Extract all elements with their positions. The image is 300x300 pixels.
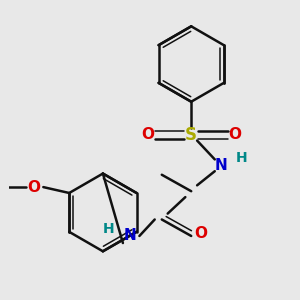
Text: H: H xyxy=(236,151,248,165)
Text: O: O xyxy=(27,180,40,195)
Text: H: H xyxy=(103,222,115,236)
Text: N: N xyxy=(124,229,136,244)
Text: O: O xyxy=(141,127,154,142)
Text: S: S xyxy=(185,126,197,144)
Text: O: O xyxy=(194,226,207,241)
Text: N: N xyxy=(214,158,227,173)
Text: O: O xyxy=(228,127,241,142)
